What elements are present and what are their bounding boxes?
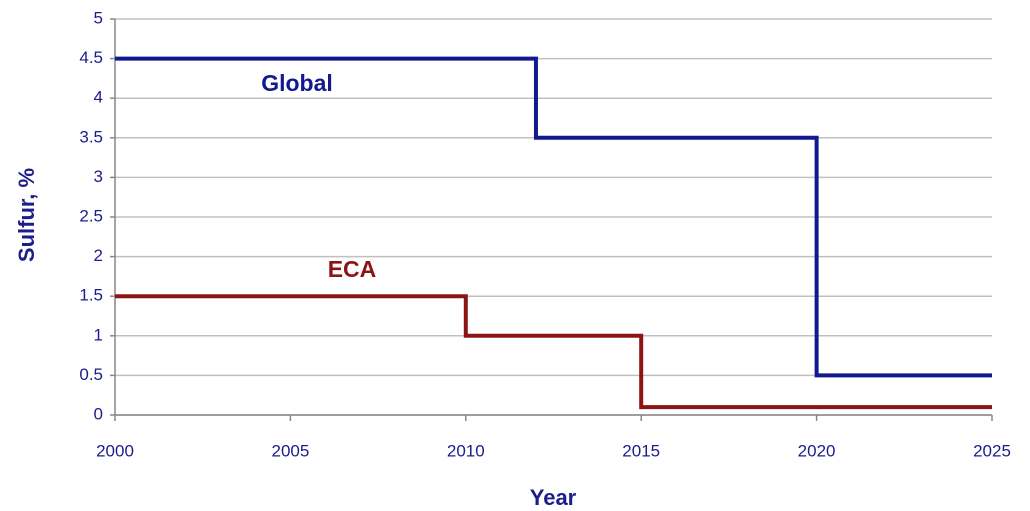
x-tick-label: 2005 xyxy=(271,441,309,460)
x-tick-label: 2020 xyxy=(798,441,836,460)
line-series xyxy=(115,294,992,410)
y-tick-label: 4 xyxy=(94,88,103,107)
y-tick-label: 3.5 xyxy=(79,127,103,146)
y-tick-label: 5 xyxy=(94,8,103,27)
y-tick-label: 2.5 xyxy=(79,206,103,225)
y-tick-label: 2 xyxy=(94,246,103,265)
y-tick-label: 1 xyxy=(94,325,103,344)
y-axis-title: Sulfur, % xyxy=(14,168,39,262)
y-tick-label: 0.5 xyxy=(79,365,103,384)
x-axis-title: Year xyxy=(530,485,577,510)
x-tick-label: 2010 xyxy=(447,441,485,460)
x-tick-label: 2000 xyxy=(96,441,134,460)
y-tick-label: 1.5 xyxy=(79,286,103,305)
x-tick-label: 2015 xyxy=(622,441,660,460)
x-tick-label: 2025 xyxy=(973,441,1011,460)
y-tick-label: 3 xyxy=(94,167,103,186)
y-tick-label: 0 xyxy=(94,404,103,423)
line-series xyxy=(115,56,992,378)
y-tick-label: 4.5 xyxy=(79,48,103,67)
series-label: ECA xyxy=(328,256,377,282)
series-label: Global xyxy=(261,70,333,96)
